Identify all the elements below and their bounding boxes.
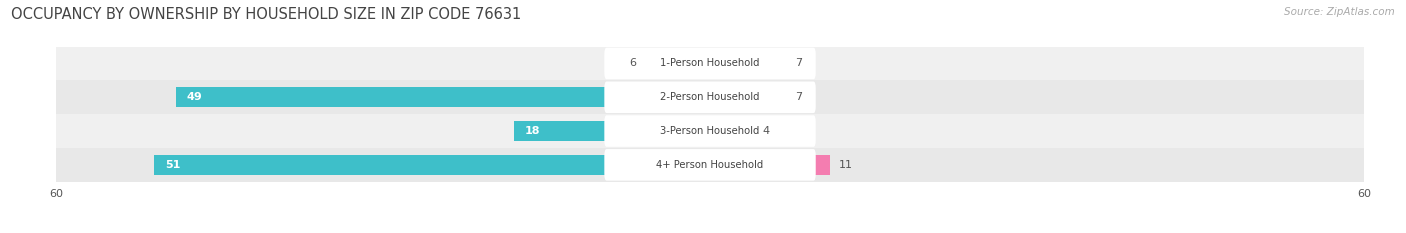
Text: 11: 11 <box>838 160 852 170</box>
Bar <box>56 80 1364 114</box>
Bar <box>56 148 1364 182</box>
FancyBboxPatch shape <box>605 115 815 147</box>
Text: 51: 51 <box>166 160 180 170</box>
Bar <box>155 155 710 175</box>
Bar <box>710 155 830 175</box>
Bar <box>710 87 786 107</box>
Text: 6: 6 <box>628 58 636 69</box>
FancyBboxPatch shape <box>605 149 815 181</box>
Text: OCCUPANCY BY OWNERSHIP BY HOUSEHOLD SIZE IN ZIP CODE 76631: OCCUPANCY BY OWNERSHIP BY HOUSEHOLD SIZE… <box>11 7 522 22</box>
Text: 3-Person Household: 3-Person Household <box>661 126 759 136</box>
Text: 18: 18 <box>524 126 540 136</box>
Text: 1-Person Household: 1-Person Household <box>661 58 759 69</box>
FancyBboxPatch shape <box>605 82 815 113</box>
Text: Source: ZipAtlas.com: Source: ZipAtlas.com <box>1284 7 1395 17</box>
Text: 2-Person Household: 2-Person Household <box>661 92 759 102</box>
Text: 4+ Person Household: 4+ Person Household <box>657 160 763 170</box>
Bar <box>56 47 1364 80</box>
Bar <box>176 87 710 107</box>
FancyBboxPatch shape <box>605 48 815 79</box>
Bar <box>710 54 786 73</box>
Text: 7: 7 <box>794 58 803 69</box>
Bar <box>644 54 710 73</box>
Text: 7: 7 <box>794 92 803 102</box>
Text: 4: 4 <box>762 126 769 136</box>
Text: 49: 49 <box>187 92 202 102</box>
Bar <box>515 121 710 141</box>
Bar <box>710 121 754 141</box>
Bar <box>56 114 1364 148</box>
